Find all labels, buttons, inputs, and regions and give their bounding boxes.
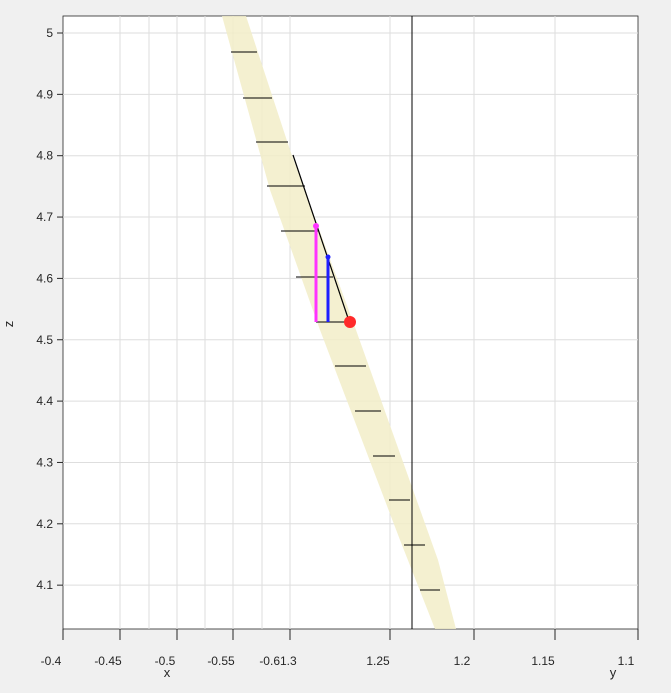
magenta-vector-tip — [313, 223, 319, 229]
bottom-tick-label: 1.2 — [454, 654, 471, 668]
bottom-tick-label: -0.45 — [94, 654, 122, 668]
z-tick-label: 5 — [46, 26, 53, 40]
z-tick-label: 4.3 — [36, 455, 53, 469]
bottom-tick-label: -0.4 — [41, 654, 62, 668]
z-tick-label: 4.2 — [36, 517, 53, 531]
current-position-marker — [344, 316, 356, 328]
bottom-tick-label: 1.1 — [618, 654, 635, 668]
z-tick-label: 4.5 — [36, 333, 53, 347]
y-axis-label: y — [610, 665, 617, 680]
z-tick-label: 4.8 — [36, 149, 53, 163]
bottom-tick-label: 1.25 — [366, 654, 390, 668]
trajectory-segment — [292, 154, 356, 328]
trajectory-tick-marks — [231, 51, 440, 591]
x-axis-label: x — [164, 665, 171, 680]
z-tick-label: 4.7 — [36, 210, 53, 224]
bottom-axis: -0.4 -0.45 -0.5 -0.55 -0.61.3 1.25 1.2 1.15 1.1 — [41, 629, 639, 668]
z-tick-label: 4.6 — [36, 271, 53, 285]
bottom-tick-label: 1.15 — [531, 654, 555, 668]
blue-vector-tip — [325, 254, 331, 260]
bottom-tick-label: -0.55 — [207, 654, 235, 668]
z-tick-label: 4.9 — [36, 87, 53, 101]
z-axis-label: z — [1, 321, 16, 328]
trajectory-line — [292, 154, 349, 319]
z-axis: 5 4.9 4.8 4.7 4.6 4.5 4.4 4.3 4.2 4.1 — [36, 26, 63, 592]
bottom-tick-label: -0.5 — [155, 654, 176, 668]
bottom-tick-label: -0.61.3 — [259, 654, 297, 668]
z-tick-label: 4.4 — [36, 394, 53, 408]
z-tick-label: 4.1 — [36, 578, 53, 592]
